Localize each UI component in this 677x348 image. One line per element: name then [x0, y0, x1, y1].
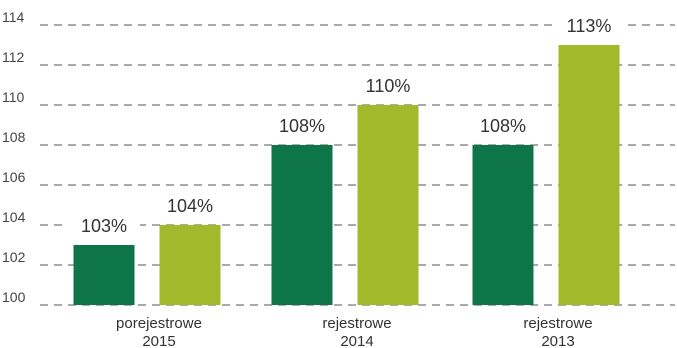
data-label-backing — [68, 212, 140, 238]
data-label: 103% — [81, 216, 127, 236]
data-label: 104% — [167, 196, 213, 216]
data-label: 108% — [480, 116, 526, 136]
data-label: 113% — [567, 16, 612, 36]
data-label-backing — [553, 12, 625, 38]
bar-series1-2 — [472, 145, 534, 305]
bar-series2-0 — [159, 225, 221, 305]
y-tick-label: 100 — [2, 289, 26, 305]
bar-series2-2 — [558, 45, 620, 305]
data-label-backing — [266, 112, 338, 138]
y-tick-label: 112 — [2, 49, 25, 65]
bar-series1-0 — [73, 245, 135, 305]
category-label: porejestrowe — [116, 315, 202, 332]
category-label: rejestrowe — [523, 315, 592, 332]
y-tick-label: 110 — [2, 89, 25, 105]
category-label: 2014 — [340, 333, 373, 348]
y-tick-label: 104 — [2, 209, 26, 225]
y-tick-label: 106 — [2, 169, 26, 185]
data-label-backing — [467, 112, 539, 138]
y-tick-label: 114 — [2, 9, 25, 25]
data-label: 110% — [366, 76, 411, 96]
data-labels: 103% 108% 108% 104% 110% 113% — [68, 12, 625, 238]
y-tick-label: 108 — [2, 129, 26, 145]
data-label-backing — [352, 72, 424, 98]
bar-series1-1 — [271, 145, 333, 305]
category-label: 2013 — [541, 333, 574, 348]
gridlines — [40, 24, 675, 306]
data-label: 108% — [279, 116, 325, 136]
category-label: rejestrowe — [322, 315, 391, 332]
data-label-backing — [154, 192, 226, 218]
bars — [73, 45, 620, 305]
category-label: 2015 — [142, 333, 175, 348]
y-tick-label: 102 — [2, 249, 26, 265]
category-labels: porejestrowe2015rejestrowe2014rejestrowe… — [116, 315, 593, 348]
y-axis-ticks: 100 102 104 106 108 110 112 114 — [2, 9, 26, 305]
bar-series2-1 — [357, 105, 419, 305]
